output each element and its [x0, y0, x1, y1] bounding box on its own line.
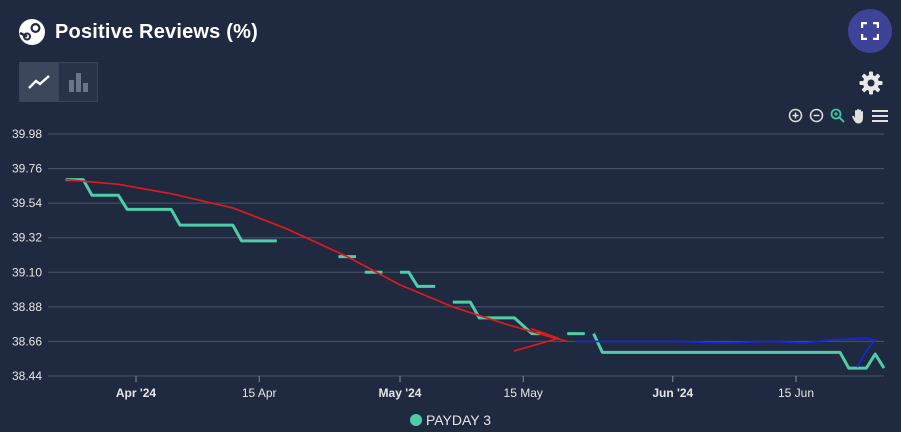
- chart-type-toggle: [19, 62, 98, 102]
- chart-title: Positive Reviews (%): [55, 20, 258, 43]
- series-segment: [65, 178, 277, 243]
- y-tick-label: 38.66: [12, 334, 42, 348]
- series-lines: [65, 178, 886, 370]
- hand-icon: [852, 108, 863, 123]
- fullscreen-icon: [861, 22, 879, 40]
- magnifier-icon: [830, 108, 845, 123]
- y-tick-label: 39.98: [12, 127, 42, 141]
- pan-button[interactable]: [850, 107, 867, 124]
- y-tick-label: 38.44: [12, 369, 42, 383]
- series-segment: [592, 332, 886, 370]
- y-axis-labels: 39.98 39.76 39.54 39.32 39.10 38.88 38.66 38.44: [12, 127, 42, 383]
- x-tick-label: Apr '24: [116, 386, 157, 400]
- line-chart-button[interactable]: [19, 62, 59, 102]
- gear-icon: [859, 71, 883, 95]
- legend-item-payday-3[interactable]: PAYDAY 3: [0, 412, 901, 428]
- legend-label: PAYDAY 3: [425, 412, 492, 428]
- x-tick-label: Jun '24: [652, 386, 693, 400]
- y-tick-label: 39.32: [12, 231, 42, 245]
- annotation-lines: [64, 178, 877, 368]
- zoom-in-button[interactable]: [787, 107, 804, 124]
- y-tick-label: 39.54: [12, 196, 42, 210]
- zoom-out-button[interactable]: [808, 107, 825, 124]
- x-tick-label: 15 Jun: [778, 386, 814, 400]
- bar-chart-button[interactable]: [59, 62, 98, 102]
- y-tick-label: 38.88: [12, 300, 42, 314]
- annotation-stroke: [64, 178, 569, 343]
- series-segment: [400, 270, 436, 288]
- grid-lines: [48, 133, 884, 377]
- x-tick-label: 15 Apr: [242, 386, 277, 400]
- menu-icon: [871, 109, 888, 122]
- y-tick-label: 39.10: [12, 265, 42, 279]
- zoom-select-button[interactable]: [829, 107, 846, 124]
- annotation-stroke: [513, 328, 560, 352]
- annotation-stroke: [575, 337, 877, 368]
- series-segment: [452, 300, 541, 336]
- x-axis-labels: Apr '24 15 Apr May '24 15 May Jun '24 15 Jun: [116, 376, 814, 400]
- zoom-out-icon: [809, 108, 824, 123]
- chart-header: Positive Reviews (%): [18, 14, 258, 50]
- menu-button[interactable]: [871, 107, 888, 124]
- bar-chart-icon: [69, 73, 88, 92]
- chart-toolbar: [787, 107, 888, 124]
- steam-icon: [19, 19, 45, 45]
- fullscreen-button[interactable]: [848, 9, 892, 53]
- legend-marker: [409, 414, 422, 426]
- x-tick-label: 15 May: [504, 386, 543, 400]
- line-chart-icon: [28, 75, 50, 89]
- settings-button[interactable]: [859, 71, 883, 95]
- x-tick-label: May '24: [379, 386, 422, 400]
- zoom-in-icon: [788, 108, 803, 123]
- y-tick-label: 39.76: [12, 162, 42, 176]
